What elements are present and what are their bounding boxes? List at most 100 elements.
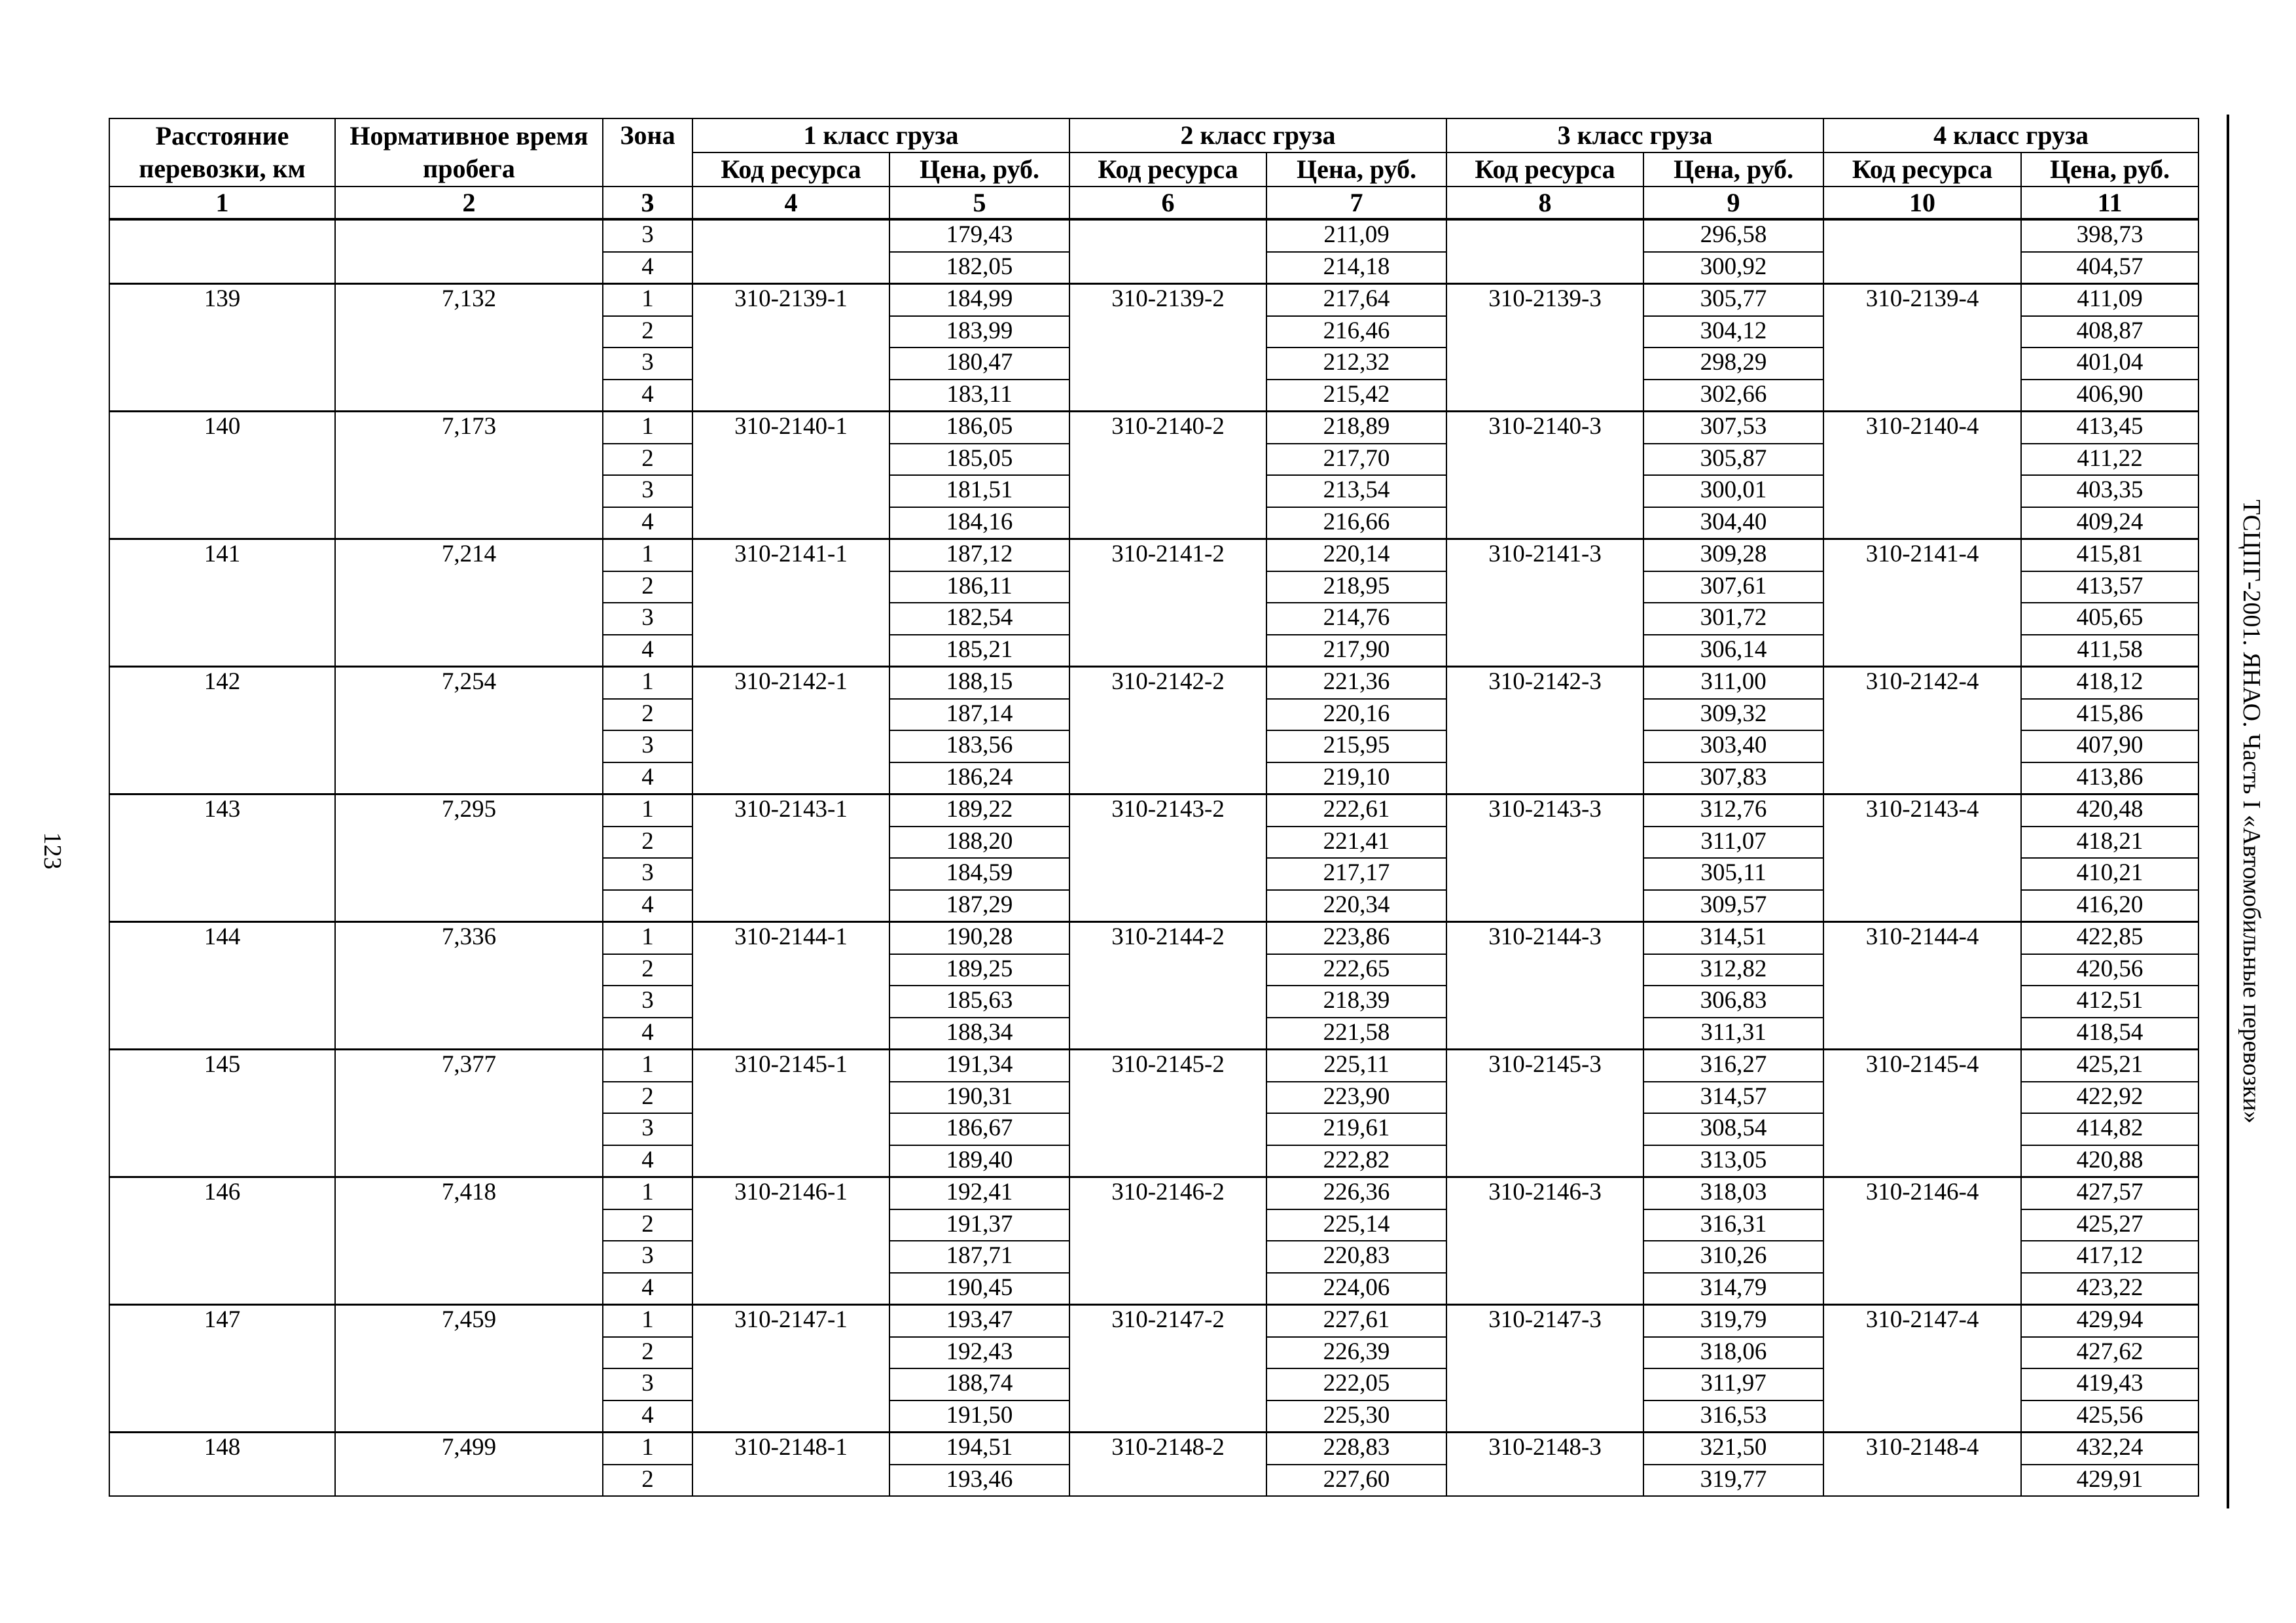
table-row: 3 184,59 217,17 305,11 410,21 — [109, 857, 2200, 891]
header-code: Код ресурса — [692, 152, 890, 187]
distance-cell: 139 — [109, 283, 336, 412]
price-cell: 411,09 — [2020, 283, 2200, 317]
column-number: 1 — [109, 186, 336, 221]
price-cell: 314,51 — [1643, 921, 1825, 955]
price-cell: 217,64 — [1266, 283, 1448, 317]
distance-cell: 145 — [109, 1048, 336, 1178]
price-cell: 302,66 — [1643, 378, 1825, 412]
zone-cell: 3 — [602, 218, 693, 253]
distance-cell: 144 — [109, 921, 336, 1050]
price-cell: 311,00 — [1643, 666, 1825, 700]
zone-cell: 1 — [602, 793, 693, 827]
resource-code-cell: 310-2139-3 — [1446, 283, 1645, 412]
price-cell: 182,05 — [888, 251, 1071, 285]
price-cell: 219,61 — [1266, 1113, 1448, 1146]
price-cell: 408,87 — [2020, 315, 2200, 348]
resource-code-cell: 310-2141-4 — [1823, 538, 2022, 668]
price-cell: 420,56 — [2020, 953, 2200, 986]
price-cell: 225,30 — [1266, 1399, 1448, 1433]
side-running-title: ТСЦПГ-2001. ЯНАО. Часть I «Автомобильные… — [2238, 499, 2265, 1124]
price-cell: 186,11 — [888, 570, 1071, 603]
price-cell: 316,31 — [1643, 1208, 1825, 1241]
time-cell: 7,295 — [334, 793, 603, 923]
price-cell: 211,09 — [1266, 218, 1448, 253]
price-cell: 223,90 — [1266, 1080, 1448, 1114]
price-cell: 416,20 — [2020, 889, 2200, 923]
price-cell: 221,58 — [1266, 1016, 1448, 1050]
price-cell: 311,07 — [1643, 825, 1825, 859]
price-cell: 227,61 — [1266, 1304, 1448, 1338]
time-cell: 7,418 — [334, 1176, 603, 1306]
distance-cell: 148 — [109, 1431, 336, 1497]
resource-code-cell: 310-2141-3 — [1446, 538, 1645, 668]
resource-code-cell — [1069, 218, 1268, 285]
price-cell: 185,05 — [888, 442, 1071, 476]
price-cell: 188,34 — [888, 1016, 1071, 1050]
table-row: 146 7,418 1 310-2146-1 192,41 310-2146-2 226,3… — [109, 1176, 2200, 1306]
price-cell: 415,81 — [2020, 538, 2200, 572]
price-cell: 415,86 — [2020, 698, 2200, 731]
column-number: 9 — [1643, 186, 1825, 221]
zone-cell: 3 — [602, 1113, 693, 1146]
distance-cell: 147 — [109, 1304, 336, 1433]
time-cell: 7,336 — [334, 921, 603, 1050]
zone-cell: 2 — [602, 825, 693, 859]
header-class-2: 2 класс груза — [1069, 118, 1448, 153]
zone-cell: 2 — [602, 570, 693, 603]
zone-cell: 1 — [602, 921, 693, 955]
table-row: 3 182,54 214,76 301,72 405,65 — [109, 602, 2200, 635]
table-row: 148 7,499 1 310-2148-1 194,51 310-2148-2 228,8… — [109, 1431, 2200, 1497]
price-cell: 312,76 — [1643, 793, 1825, 827]
zone-cell: 2 — [602, 953, 693, 986]
table-row: 147 7,459 1 310-2147-1 193,47 310-2147-2 227,6… — [109, 1304, 2200, 1433]
zone-cell: 2 — [602, 315, 693, 348]
price-cell: 296,58 — [1643, 218, 1825, 253]
price-cell: 321,50 — [1643, 1431, 1825, 1465]
price-cell: 192,41 — [888, 1176, 1071, 1210]
price-cell: 190,45 — [888, 1272, 1071, 1306]
price-cell: 309,57 — [1643, 889, 1825, 923]
header-price: Цена, руб. — [888, 152, 1071, 187]
time-cell: 7,377 — [334, 1048, 603, 1178]
resource-code-cell: 310-2142-3 — [1446, 666, 1645, 795]
price-cell: 407,90 — [2020, 730, 2200, 763]
table-row: 3 180,47 212,32 298,29 401,04 — [109, 347, 2200, 380]
price-cell: 192,43 — [888, 1336, 1071, 1369]
zone-cell: 4 — [602, 1272, 693, 1306]
price-cell: 217,70 — [1266, 442, 1448, 476]
header-class-3: 3 класс груза — [1446, 118, 1825, 153]
price-cell: 313,05 — [1643, 1144, 1825, 1178]
price-cell: 403,35 — [2020, 474, 2200, 508]
header-code: Код ресурса — [1823, 152, 2022, 187]
price-cell: 314,79 — [1643, 1272, 1825, 1306]
table-row: 3 179,43 211,09 296,58 398,73 — [109, 218, 2200, 285]
price-cell: 309,28 — [1643, 538, 1825, 572]
distance-cell: 141 — [109, 538, 336, 668]
table-row: 145 7,377 1 310-2145-1 191,34 310-2145-2 225,1… — [109, 1048, 2200, 1178]
price-cell: 425,27 — [2020, 1208, 2200, 1241]
table-row: 140 7,173 1 310-2140-1 186,05 310-2140-2 218,8… — [109, 410, 2200, 540]
price-cell: 314,57 — [1643, 1080, 1825, 1114]
price-cell: 226,39 — [1266, 1336, 1448, 1369]
price-cell: 191,50 — [888, 1399, 1071, 1433]
column-number: 8 — [1446, 186, 1645, 221]
price-cell: 217,90 — [1266, 633, 1448, 668]
price-cell: 219,10 — [1266, 761, 1448, 795]
column-number: 2 — [334, 186, 603, 221]
zone-cell: 2 — [602, 1336, 693, 1369]
price-cell: 413,57 — [2020, 570, 2200, 603]
resource-code-cell: 310-2146-2 — [1069, 1176, 1268, 1306]
price-cell: 183,11 — [888, 378, 1071, 412]
price-cell: 306,83 — [1643, 985, 1825, 1018]
price-cell: 217,17 — [1266, 857, 1448, 891]
table-row: 4 190,45 224,06 314,79 423,22 — [109, 1272, 2200, 1306]
resource-code-cell: 310-2146-1 — [692, 1176, 890, 1306]
table-row: 144 7,336 1 310-2144-1 190,28 310-2144-2 223,8… — [109, 921, 2200, 1050]
resource-code-cell: 310-2145-2 — [1069, 1048, 1268, 1178]
price-cell: 406,90 — [2020, 378, 2200, 412]
price-cell: 188,20 — [888, 825, 1071, 859]
zone-cell: 1 — [602, 1431, 693, 1465]
price-cell: 193,46 — [888, 1463, 1071, 1497]
price-cell: 187,29 — [888, 889, 1071, 923]
price-cell: 429,91 — [2020, 1463, 2200, 1497]
